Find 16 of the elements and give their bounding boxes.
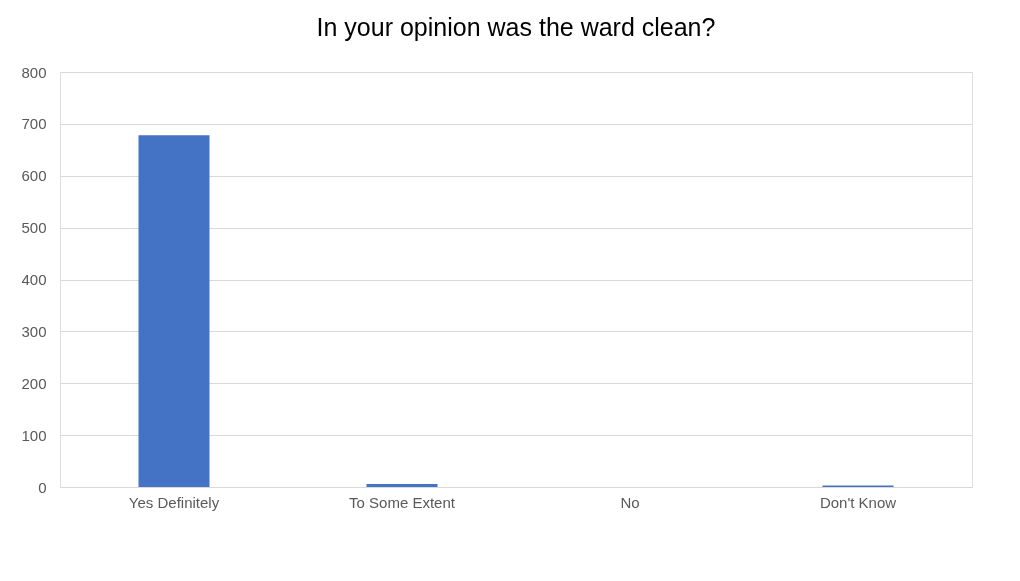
x-tick-label: No bbox=[620, 493, 640, 511]
y-tick-label: 600 bbox=[21, 167, 47, 185]
bar bbox=[138, 135, 210, 487]
y-tick-label: 100 bbox=[21, 426, 47, 444]
y-tick-label: 700 bbox=[21, 115, 47, 133]
x-tick-label: To Some Extent bbox=[349, 493, 456, 511]
y-tick-label: 0 bbox=[38, 478, 47, 496]
y-tick-label: 200 bbox=[21, 374, 47, 392]
y-tick-label: 300 bbox=[21, 322, 47, 340]
bar bbox=[366, 483, 438, 487]
y-tick-label: 800 bbox=[21, 63, 47, 81]
x-tick-label: Don't Know bbox=[819, 493, 897, 511]
chart-title: In your opinion was the ward clean? bbox=[316, 13, 716, 41]
x-tick-label: Yes Definitely bbox=[128, 493, 220, 511]
y-tick-label: 400 bbox=[21, 271, 47, 288]
y-tick-label: 500 bbox=[21, 219, 47, 237]
